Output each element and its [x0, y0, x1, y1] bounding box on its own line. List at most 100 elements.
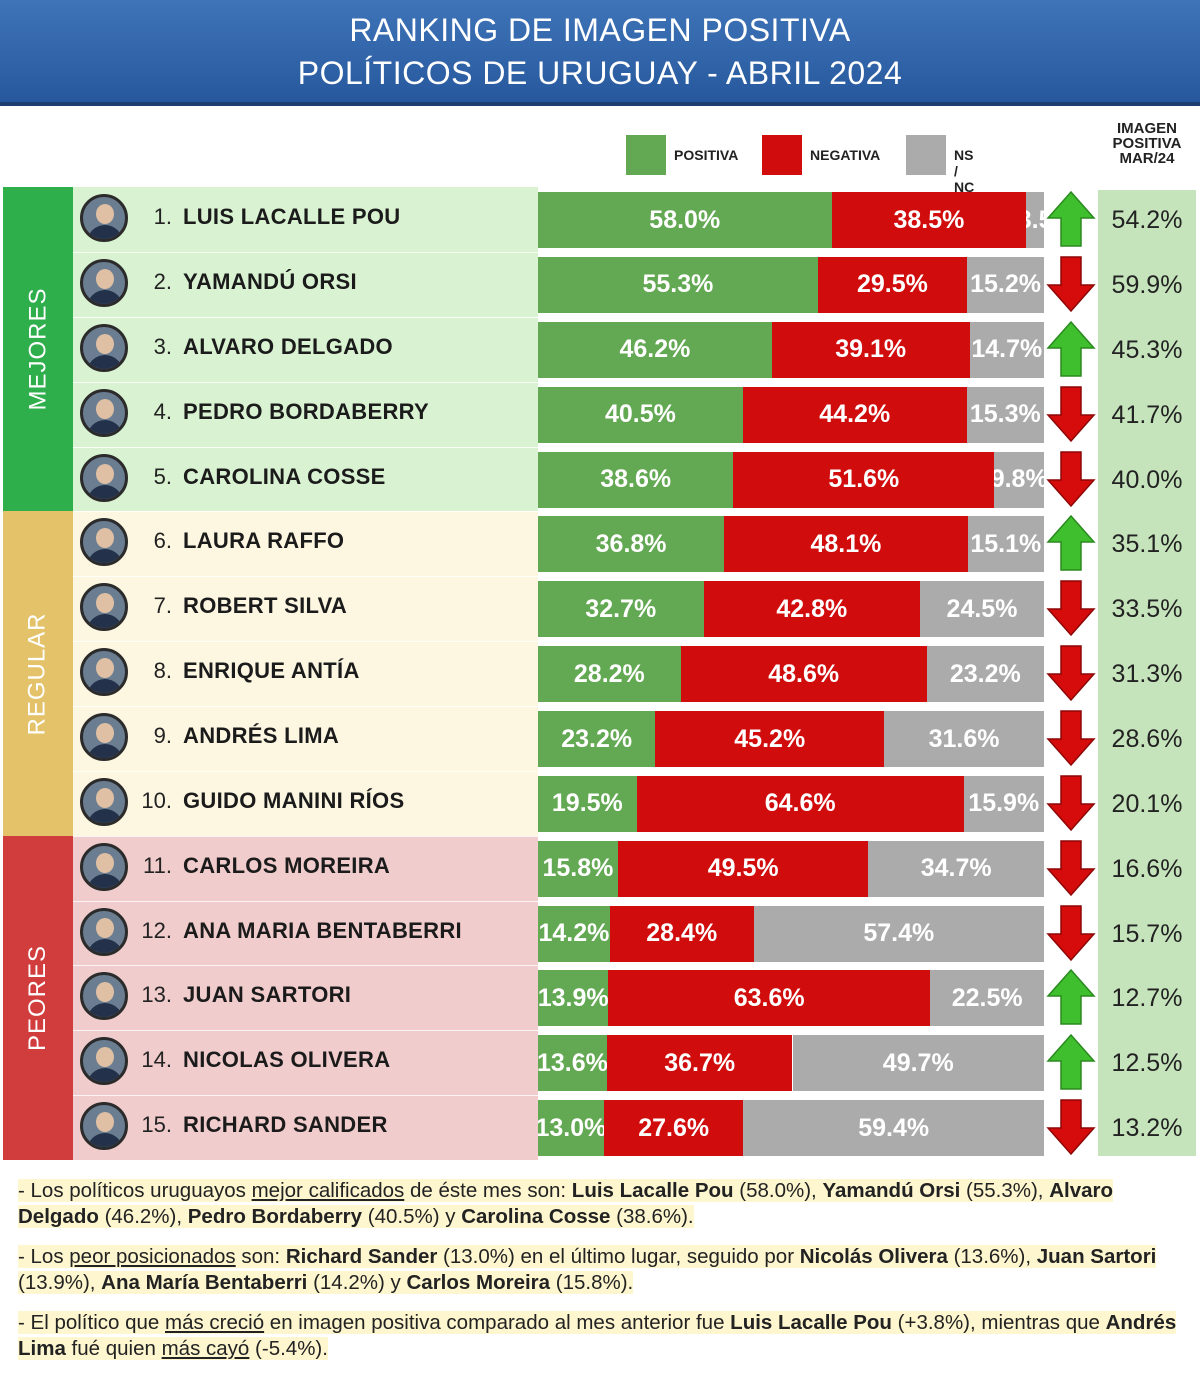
- group-band-peores: [3, 835, 73, 1161]
- data-label-positiva: 14.2%: [538, 919, 610, 948]
- stacked-bar: 14.2% 28.4% 57.4%: [538, 905, 1044, 962]
- avatar: [80, 648, 128, 697]
- stacked-bar: 13.0% 27.6% 59.4%: [538, 1100, 1044, 1157]
- trend-down-arrow-icon: [1046, 1099, 1096, 1156]
- row-divider: [73, 1095, 538, 1097]
- avatar-body: [87, 225, 123, 239]
- note-text: más creció: [165, 1311, 265, 1334]
- previous-positiva-value: 15.7%: [1111, 919, 1183, 948]
- trend-down-arrow-icon: [1046, 710, 1096, 767]
- avatar: [80, 713, 128, 761]
- politician-name: CARLOS MOREIRA: [183, 852, 391, 878]
- data-label-nsnc: 15.1%: [970, 529, 1042, 558]
- legend-swatch-nsnc: [906, 135, 946, 175]
- politician-name: PEDRO BORDABERRY: [183, 398, 430, 424]
- trend-up-arrow-icon: [1046, 1034, 1096, 1091]
- data-label-nsnc: 15.9%: [968, 789, 1040, 818]
- arrow-shape: [1046, 1034, 1096, 1091]
- note-text: Carolina Cosse: [461, 1205, 611, 1228]
- previous-positiva-value: 35.1%: [1111, 530, 1183, 559]
- bar-segment-negativa: 44.2%: [742, 386, 967, 443]
- previous-positiva-value: 40.0%: [1111, 465, 1183, 494]
- note-text: más cayó: [161, 1337, 250, 1360]
- bar-segment-negativa: 51.6%: [733, 451, 995, 508]
- legend-swatch-negativa: [762, 135, 802, 175]
- data-label-positiva: 32.7%: [585, 594, 657, 623]
- avatar: [80, 323, 128, 372]
- data-label-positiva: 13.9%: [538, 983, 609, 1012]
- data-label-nsnc: 15.3%: [969, 400, 1041, 429]
- data-label-negativa: 27.6%: [638, 1113, 710, 1142]
- previous-positiva-value: 20.1%: [1111, 789, 1183, 818]
- note-text: Luis Lacalle Pou: [730, 1311, 892, 1334]
- bar-segment-positiva: 13.6%: [538, 1035, 607, 1092]
- notes: - Los políticos uruguayos mejor califica…: [18, 1178, 1183, 1376]
- data-label-nsnc: 3.5: [1026, 205, 1044, 234]
- data-label-negativa: 42.8%: [776, 594, 848, 623]
- stacked-bar: 32.7% 42.8% 24.5%: [538, 581, 1044, 638]
- group-label-mejores: MEJORES: [3, 187, 73, 511]
- previous-positiva-value: 59.9%: [1111, 270, 1183, 299]
- avatar: [80, 258, 128, 307]
- legend-label-positiva: POSITIVA: [674, 147, 739, 163]
- bar-segment-positiva: 19.5%: [538, 775, 637, 832]
- data-label-positiva: 13.6%: [538, 1048, 607, 1077]
- bar-segment-nsnc: 31.6%: [884, 711, 1044, 767]
- row-divider: [73, 706, 538, 707]
- note-text: Andrés Lima: [18, 1311, 1177, 1360]
- politician-name: ROBERT SILVA: [183, 593, 348, 619]
- stacked-bar: 28.2% 48.6% 23.2%: [538, 646, 1044, 703]
- group-label-text: REGULAR: [24, 612, 51, 736]
- data-label-positiva: 28.2%: [573, 659, 645, 688]
- rank-number: 13.: [141, 982, 172, 1008]
- data-label-negativa: 51.6%: [828, 465, 900, 493]
- rank-number: 12.: [141, 917, 172, 943]
- stacked-bar: 55.3% 29.5% 15.2%: [538, 256, 1044, 313]
- rank-number: 10.: [141, 787, 172, 813]
- data-label-nsnc: 15.2%: [970, 270, 1041, 299]
- politician-name: YAMANDÚ ORSI: [183, 268, 357, 294]
- bar-segment-positiva: 23.2%: [538, 711, 656, 767]
- data-label-nsnc: 49.7%: [882, 1048, 954, 1077]
- data-label-negativa: 39.1%: [835, 335, 907, 364]
- data-label-nsnc: 31.6%: [928, 724, 1000, 753]
- arrow-shape: [1046, 969, 1096, 1026]
- rank-number: 7.: [153, 593, 172, 619]
- previous-positiva-value: 12.7%: [1111, 984, 1183, 1013]
- data-label-nsnc: 57.4%: [863, 919, 935, 948]
- bar-segment-positiva: 15.8%: [538, 840, 618, 897]
- avatar-head: [96, 1047, 114, 1068]
- note-text: en imagen positiva comparado al mes ante…: [264, 1311, 731, 1334]
- previous-month-column: [1098, 190, 1196, 1156]
- bar-segment-positiva: 14.2%: [538, 905, 610, 962]
- chart-title-line2: POLÍTICOS DE URUGUAY - ABRIL 2024: [297, 55, 903, 91]
- row-divider: [73, 835, 538, 837]
- avatar-head: [96, 268, 114, 289]
- stacked-bar: 46.2% 39.1% 14.7%: [538, 321, 1044, 378]
- bar-segment-negativa: 38.5%: [831, 192, 1027, 248]
- data-label-negativa: 48.1%: [810, 529, 882, 558]
- data-label-positiva: 46.2%: [619, 335, 691, 364]
- row-divider: [73, 381, 538, 383]
- bar-segment-nsnc: 15.9%: [963, 775, 1044, 832]
- data-label-nsnc: 22.5%: [951, 983, 1023, 1012]
- bar-segment-nsnc: 3.5: [1026, 192, 1044, 248]
- politician-name: JUAN SARTORI: [183, 982, 352, 1008]
- avatar-head: [96, 917, 114, 938]
- stacked-bar: 23.2% 45.2% 31.6%: [538, 711, 1044, 767]
- bar-segment-positiva: 13.0%: [538, 1100, 604, 1157]
- data-label-negativa: 49.5%: [707, 854, 779, 883]
- data-label-positiva: 13.0%: [538, 1113, 604, 1142]
- bar-segment-nsnc: 15.3%: [966, 386, 1044, 443]
- group-band-mejores: [3, 187, 73, 512]
- avatar: [80, 972, 128, 1021]
- bar-segment-nsnc: 49.7%: [792, 1035, 1044, 1092]
- avatar-head: [96, 852, 114, 873]
- avatar: [80, 388, 128, 437]
- data-label-nsnc: 24.5%: [946, 594, 1018, 623]
- bar-segment-positiva: 38.6%: [538, 451, 734, 508]
- bar-segment-negativa: 29.5%: [817, 256, 968, 313]
- trend-down-arrow-icon: [1046, 645, 1096, 702]
- data-label-nsnc: 34.7%: [920, 854, 992, 883]
- previous-positiva-value: 41.7%: [1111, 400, 1183, 429]
